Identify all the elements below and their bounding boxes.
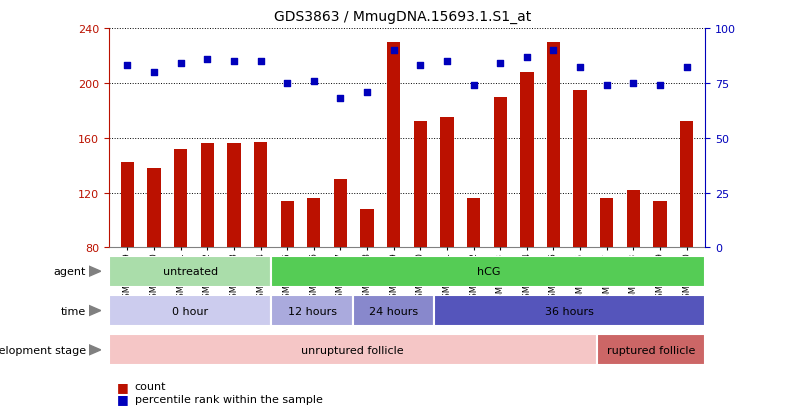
Bar xyxy=(109,335,596,366)
Bar xyxy=(201,144,214,248)
Bar xyxy=(596,335,705,366)
Bar xyxy=(493,97,507,248)
Point xyxy=(441,58,454,65)
Bar xyxy=(109,256,272,287)
Point xyxy=(414,63,427,69)
Bar xyxy=(546,43,560,248)
Bar xyxy=(272,295,353,326)
Bar xyxy=(227,144,241,248)
Bar xyxy=(272,256,705,287)
Point xyxy=(174,61,187,67)
Bar xyxy=(353,295,434,326)
Bar xyxy=(520,73,534,248)
Text: ruptured follicle: ruptured follicle xyxy=(607,345,696,355)
Bar xyxy=(147,169,160,248)
Text: 0 hour: 0 hour xyxy=(172,306,208,316)
Bar xyxy=(334,179,347,248)
Bar xyxy=(573,90,587,248)
Text: untreated: untreated xyxy=(163,266,218,277)
Bar xyxy=(680,122,693,248)
Point xyxy=(494,61,507,67)
Polygon shape xyxy=(89,345,101,355)
Text: unruptured follicle: unruptured follicle xyxy=(301,345,404,355)
Point xyxy=(387,47,400,54)
Text: development stage: development stage xyxy=(0,345,86,355)
Point xyxy=(547,47,560,54)
Bar xyxy=(360,209,374,248)
Point xyxy=(360,89,373,96)
Point xyxy=(574,65,587,71)
Point xyxy=(147,69,160,76)
Text: 12 hours: 12 hours xyxy=(288,306,337,316)
Point xyxy=(307,78,320,85)
Text: time: time xyxy=(61,306,86,316)
Bar xyxy=(254,142,268,248)
Polygon shape xyxy=(89,266,101,277)
Point xyxy=(600,83,613,89)
Point xyxy=(680,65,693,71)
Bar xyxy=(174,149,187,248)
Text: percentile rank within the sample: percentile rank within the sample xyxy=(135,394,322,404)
Text: 24 hours: 24 hours xyxy=(369,306,418,316)
Point xyxy=(121,63,134,69)
Point xyxy=(227,58,240,65)
Point xyxy=(280,80,293,87)
Bar xyxy=(440,118,454,248)
Text: ■: ■ xyxy=(117,380,129,393)
Text: ■: ■ xyxy=(117,392,129,405)
Point xyxy=(334,96,347,102)
Bar xyxy=(600,199,613,248)
Bar xyxy=(387,43,401,248)
Point xyxy=(521,54,534,61)
Bar xyxy=(109,295,272,326)
Bar xyxy=(654,201,667,248)
Point xyxy=(467,83,480,89)
Text: agent: agent xyxy=(54,266,86,277)
Text: count: count xyxy=(135,381,166,391)
Bar xyxy=(280,201,294,248)
Bar xyxy=(413,122,427,248)
Text: GDS3863 / MmugDNA.15693.1.S1_at: GDS3863 / MmugDNA.15693.1.S1_at xyxy=(274,10,532,24)
Point xyxy=(254,58,267,65)
Bar xyxy=(121,163,134,248)
Bar xyxy=(467,199,480,248)
Bar xyxy=(627,190,640,248)
Text: hCG: hCG xyxy=(476,266,500,277)
Text: 36 hours: 36 hours xyxy=(545,306,594,316)
Point xyxy=(201,56,214,63)
Bar xyxy=(307,199,321,248)
Point xyxy=(627,80,640,87)
Polygon shape xyxy=(89,306,101,316)
Point xyxy=(654,83,667,89)
Bar xyxy=(434,295,705,326)
